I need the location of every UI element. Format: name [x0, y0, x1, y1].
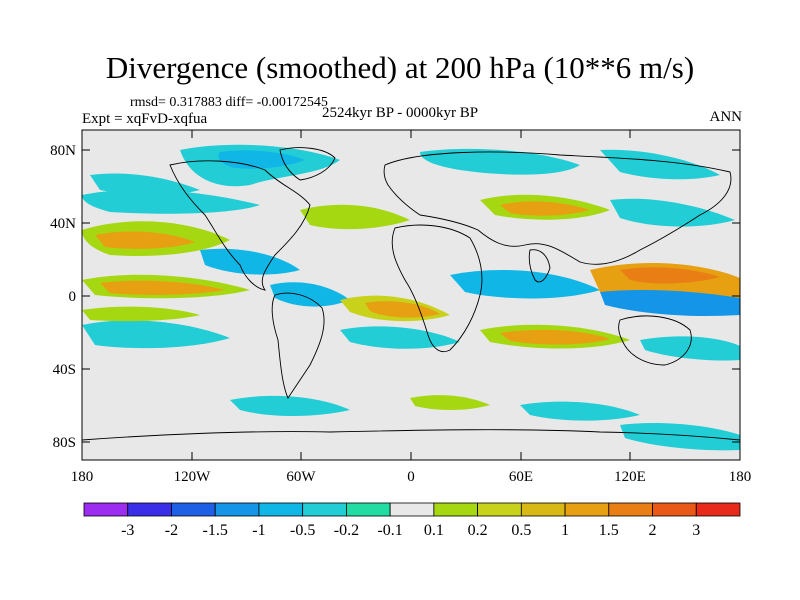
- colorbar-swatch: [389, 502, 435, 517]
- lon-label: 60E: [509, 469, 533, 485]
- lat-label: 80N: [50, 143, 76, 159]
- central-asia-negative: [610, 198, 735, 227]
- colorbar-label: 0.2: [468, 522, 488, 539]
- colorbar-swatch: [608, 502, 653, 517]
- colorbar-label: 3: [692, 522, 700, 539]
- coastlines: [82, 147, 740, 441]
- australia-coast: [618, 315, 692, 366]
- colorbar-swatch: [695, 502, 741, 517]
- west-pacific-negative: [600, 290, 740, 316]
- colorbar-labels: -3 -2 -1.5 -1 -0.5 -0.2 -0.1 0.1 0.2 0.5 1 1.5 2 3: [121, 522, 700, 539]
- australia-negative: [640, 336, 740, 361]
- lat-label: 0: [69, 289, 77, 305]
- north-america-coast: [169, 160, 311, 291]
- amazon-negative: [270, 282, 350, 307]
- lon-label: 0: [407, 469, 415, 485]
- colorbar-swatch: [477, 502, 522, 517]
- colorbar-swatch: [214, 502, 260, 517]
- lon-label: 120E: [614, 469, 646, 485]
- antarctica-coast: [82, 429, 740, 441]
- tropical-pacific-positive-core: [100, 280, 225, 295]
- south-atlantic-negative: [340, 326, 460, 349]
- colorbar-label: 1: [561, 522, 569, 539]
- colorbar-label: -2: [165, 522, 178, 539]
- southern-ocean-positive: [410, 395, 490, 410]
- southern-ocean-negative-east: [520, 401, 640, 421]
- colorbar-label: -1.5: [203, 522, 228, 539]
- maritime-continent-max: [620, 267, 720, 284]
- arctic-negative-east: [420, 148, 580, 175]
- south-indian-positive-core: [500, 329, 610, 345]
- colorbar-label: -3: [121, 522, 134, 539]
- southern-ocean-negative: [230, 395, 350, 416]
- eurasia-coast: [383, 151, 732, 265]
- colorbar-label: -0.1: [377, 522, 402, 539]
- lat-label: 80S: [53, 435, 76, 451]
- colorbar-label: -0.5: [290, 522, 315, 539]
- lat-label: 40S: [53, 362, 76, 378]
- contour-field: [82, 130, 740, 460]
- colorbar-label: 0.5: [511, 522, 531, 539]
- colorbar-swatch: [302, 502, 347, 517]
- colorbar-swatch: [171, 502, 216, 517]
- colorbar-label: 0.1: [424, 522, 444, 539]
- rmsd-diff-stats: rmsd= 0.317883 diff= -0.00172545: [130, 95, 328, 110]
- indian-ocean-negative: [450, 270, 600, 299]
- tick-marks: [81, 130, 741, 460]
- colorbar-swatch: [258, 502, 304, 517]
- colorbar-label: 2: [649, 522, 657, 539]
- pacific-negative-band: [82, 189, 260, 214]
- colorbar-swatch: [345, 502, 391, 517]
- south-pacific-negative: [82, 320, 230, 349]
- colorbar-label: -1: [252, 522, 265, 539]
- asia-positive-core: [500, 201, 590, 216]
- atlantic-positive-band: [300, 204, 410, 230]
- colorbar-swatch: [433, 502, 479, 517]
- season-label: ANN: [709, 109, 743, 125]
- colorbar-swatch: [520, 502, 566, 517]
- colorbar-swatch: [83, 502, 129, 517]
- period-label: 2524kyr BP - 0000kyr BP: [322, 105, 479, 121]
- greenland-coast: [279, 147, 336, 181]
- colorbar-label: -0.2: [334, 522, 359, 539]
- arctic-strong-negative: [218, 150, 305, 169]
- india-coast: [528, 249, 551, 283]
- africa-coast: [391, 224, 483, 353]
- colorbar: [83, 502, 741, 517]
- lon-label: 120W: [174, 469, 212, 485]
- north-pacific-negative: [90, 173, 200, 196]
- north-pacific-positive-core: [95, 231, 195, 249]
- lon-label: 180: [71, 469, 94, 485]
- south-pacific-positive: [82, 306, 200, 322]
- antarctic-negative: [620, 423, 740, 451]
- colorbar-swatch: [564, 502, 610, 517]
- eastern-pacific-negative: [200, 248, 300, 275]
- lon-label: 60W: [286, 469, 316, 485]
- colorbar-label: 1.5: [599, 522, 619, 539]
- plot-title: Divergence (smoothed) at 200 hPa (10**6 …: [105, 50, 695, 85]
- lon-label: 180: [729, 469, 752, 485]
- colorbar-swatch: [652, 502, 697, 517]
- lat-labels: 80N 40N 0 40S 80S: [50, 143, 76, 451]
- siberia-negative: [600, 149, 720, 180]
- lon-labels: 180 120W 60W 0 60E 120E 180: [71, 469, 752, 485]
- south-america-coast: [271, 292, 325, 399]
- colorbar-swatch: [127, 502, 172, 517]
- lat-label: 40N: [50, 216, 76, 232]
- experiment-label: Expt = xqFvD-xqfua: [82, 111, 208, 127]
